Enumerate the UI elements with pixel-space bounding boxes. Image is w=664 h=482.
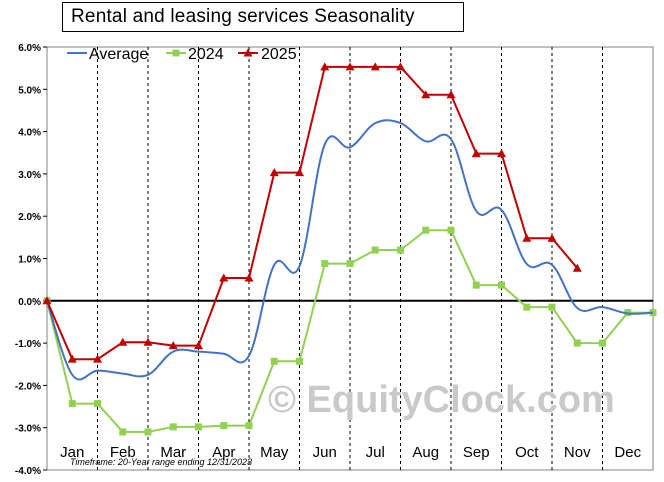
x-tick-label: Dec <box>614 444 641 461</box>
point-2024 <box>144 428 152 436</box>
point-2025 <box>320 62 330 71</box>
x-tick-label: Nov <box>564 444 591 461</box>
legend-marker-2024 <box>172 49 180 57</box>
point-2024 <box>422 226 430 234</box>
point-2025 <box>244 273 254 282</box>
y-tick-label: -3.0% <box>15 424 41 435</box>
point-2024 <box>573 339 581 347</box>
legend-item-2024: 2024 <box>166 46 224 63</box>
point-2025 <box>143 337 153 346</box>
legend-label-2024: 2024 <box>188 46 224 63</box>
y-tick-label: 2.0% <box>18 212 41 223</box>
point-2025 <box>547 233 557 242</box>
point-2025 <box>446 90 456 99</box>
point-2024 <box>119 428 127 436</box>
point-2024 <box>472 281 480 289</box>
point-2025 <box>219 273 229 282</box>
y-tick-label: 0.0% <box>18 297 41 308</box>
x-tick-label: Jun <box>313 444 337 461</box>
point-2025 <box>194 341 203 350</box>
legend-label-2025: 2025 <box>261 46 297 63</box>
y-tick-label: -4.0% <box>15 466 41 477</box>
point-2024 <box>548 303 556 311</box>
x-tick-label: Sep <box>463 444 490 461</box>
timeframe-footnote: Timeframe: 20-Year range ending 12/31/20… <box>70 457 252 467</box>
x-tick-label: Jan <box>60 444 84 461</box>
x-tick-label: Oct <box>515 444 539 461</box>
y-tick-label: 4.0% <box>18 128 41 139</box>
series-average <box>46 119 654 381</box>
point-2025 <box>522 233 532 242</box>
point-2024 <box>195 423 202 431</box>
point-2025 <box>93 354 102 363</box>
point-2024 <box>447 226 455 234</box>
point-2024 <box>346 260 354 268</box>
point-2025 <box>295 168 304 177</box>
legend: Average 2024 2025 <box>67 46 297 63</box>
y-tick-label: 6.0% <box>18 43 41 54</box>
point-2025 <box>471 149 481 158</box>
point-2025 <box>67 354 77 363</box>
chart-title: Rental and leasing services Seasonality <box>71 6 415 27</box>
point-2025 <box>168 341 178 350</box>
watermark-text: © EquityClock.com <box>268 379 615 421</box>
series-2025 <box>42 62 582 363</box>
point-2024 <box>68 400 76 408</box>
point-2024 <box>321 260 329 268</box>
axes: 6.0% 5.0% 4.0% 3.0% 2.0% 1.0% 0.0% -1.0% -2.0% -3… <box>15 43 653 477</box>
point-2025 <box>572 263 582 272</box>
y-tick-label: 3.0% <box>18 170 41 181</box>
x-tick-label: May <box>260 444 289 461</box>
legend-label-average: Average <box>89 46 148 63</box>
point-2024 <box>245 422 253 430</box>
x-tick-label: Aug <box>412 444 439 461</box>
chart-title-box: Rental and leasing services Seasonality <box>62 2 464 32</box>
point-2024 <box>397 246 404 254</box>
point-2024 <box>371 246 379 254</box>
y-tick-label: 1.0% <box>18 255 41 266</box>
x-tick-label: Apr <box>212 444 235 461</box>
point-2024 <box>523 303 531 311</box>
series <box>42 62 657 436</box>
point-2025 <box>42 296 52 305</box>
x-tick-label: Jul <box>366 444 385 461</box>
point-2025 <box>370 62 380 71</box>
point-2024 <box>599 339 606 347</box>
point-2024 <box>270 357 278 365</box>
series-line-2025 <box>46 65 579 361</box>
point-2025 <box>497 149 506 158</box>
series-line-average <box>46 119 654 381</box>
point-2024 <box>220 422 228 430</box>
y-tick-label: -2.0% <box>15 381 41 392</box>
y-tick-label: 5.0% <box>18 85 41 96</box>
x-tick-label: Feb <box>110 444 136 461</box>
point-2024 <box>169 423 177 431</box>
point-2025 <box>118 337 128 346</box>
point-2025 <box>396 62 405 71</box>
point-2024 <box>94 400 101 408</box>
y-tick-label: -1.0% <box>15 339 41 350</box>
point-2025 <box>345 62 355 71</box>
legend-item-average: Average <box>67 46 148 63</box>
point-2025 <box>269 168 279 177</box>
legend-marker-2025 <box>243 48 253 57</box>
x-tick-label: Mar <box>160 444 186 461</box>
legend-item-2025: 2025 <box>238 46 297 63</box>
point-2024 <box>498 281 505 289</box>
point-2024 <box>296 357 303 365</box>
point-2025 <box>421 90 431 99</box>
